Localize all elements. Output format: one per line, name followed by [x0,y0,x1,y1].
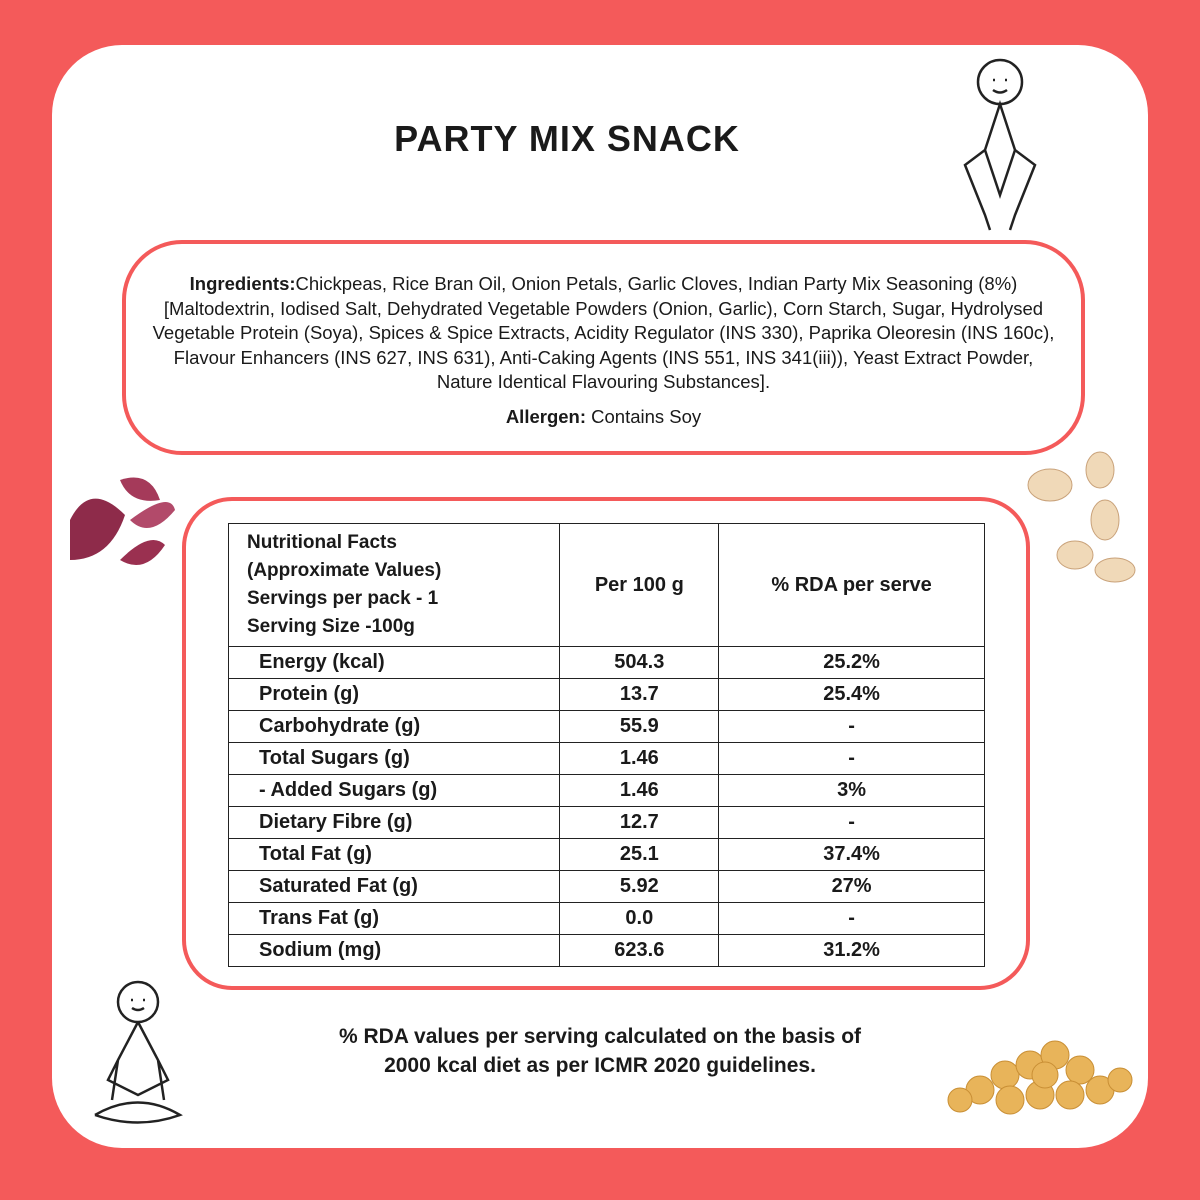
table-cell: 5.92 [559,870,720,903]
table-cell: Saturated Fat (g) [227,870,561,903]
table-cell: - [718,710,985,743]
header-line: Serving Size -100g [247,616,415,637]
header-cell: % RDA per serve [718,523,985,647]
table-box [182,497,1030,990]
ingredients-label: Ingredients: [189,273,296,294]
table-cell: 37.4% [718,838,985,871]
table-cell: 25.1 [559,838,720,871]
footnote-line: % RDA values per serving calculated on t… [338,1025,862,1048]
table-cell: Total Fat (g) [227,838,561,871]
table-cell: 27% [718,870,985,903]
table-row: Total Sugars (g) 1.46- [227,742,985,775]
table-row: Protein (g) 13.7 25.4% [227,678,985,711]
stick-figure-bottom [94,980,183,1124]
ingredients-box: Ingredients:Chickpeas, Rice Bran Oil, On… [122,240,1085,455]
table-row: Dietary Fibre (g) 12.7- [227,806,985,839]
stick-figure-top [963,58,1037,231]
table-cell: 3% [718,774,985,807]
table-row: Sodium (mg) 623.6 31.2% [227,934,985,967]
ingredients: Ingredients:Chickpeas, Rice Bran Oil, On… [148,272,1059,395]
allergen-label: Allergen: [505,405,586,427]
table-cell: 0.0 [559,902,720,935]
garlic-image [1027,451,1136,583]
chickpea-image [947,1040,1133,1115]
table-cell: 12.7 [559,806,720,839]
header-line: (Approximate Values) [247,560,442,581]
table-cell: 25.2% [718,646,985,679]
table-cell: 1.46 [559,774,720,807]
table-cell: - [718,806,985,839]
table-cell: 1.46 [559,742,720,775]
table-cell: 31.2% [718,934,985,967]
table-cell: - [718,742,985,775]
header-row: Nutritional Facts (Approximate Values) Ser… [227,523,985,647]
table-cell: Sodium (mg) [227,934,561,967]
ingredients-text: Chickpeas, Rice Bran Oil, Onion Petals, … [152,273,1055,392]
table-cell: Trans Fat (g) [227,902,561,935]
header-cell: Nutritional Facts (Approximate Values) Ser… [227,523,561,647]
table-cell: 25.4% [718,678,985,711]
table-cell: 13.7 [559,678,720,711]
table-cell: 55.9 [559,710,720,743]
allergen: Allergen: Contains Soy [148,405,1059,430]
table-cell: Carbohydrate (g) [227,710,561,743]
table-cell: - [718,902,985,935]
nutrition-table: Nutritional Facts (Approximate Values) Ser… [227,523,985,967]
footnote: % RDA values per serving calculated on t… [0,1022,1200,1080]
table-cell: Energy (kcal) [227,646,561,679]
allergen-text: Contains Soy [591,405,702,427]
table-cell: Total Sugars (g) [227,742,561,775]
header-line: Servings per pack - 1 [247,588,439,609]
footnote-line: 2000 kcal diet as per ICMR 2020 guidelin… [384,1054,816,1077]
table-cell: 504.3 [559,646,720,679]
table-row: Saturated Fat (g) 5.92 27% [227,870,985,903]
title: PARTY MIX SNACK [394,118,740,159]
table-row: Trans Fat (g) 0.0- [227,902,985,935]
table-row: Total Fat (g) 25.1 37.4% [227,838,985,871]
table-cell: 623.6 [559,934,720,967]
table-row: - Added Sugars (g) 1.46 3% [227,774,985,807]
table-cell: Dietary Fibre (g) [227,806,561,839]
onion-image [70,477,175,565]
table-cell: Protein (g) [227,678,561,711]
table-row: Energy (kcal) 504.3 25.2% [227,646,985,679]
header-line: Nutritional Facts [247,532,397,553]
table-cell: - Added Sugars (g) [227,774,561,807]
header-cell: Per 100 g [559,523,720,647]
table-row: Carbohydrate (g) 55.9- [227,710,985,743]
